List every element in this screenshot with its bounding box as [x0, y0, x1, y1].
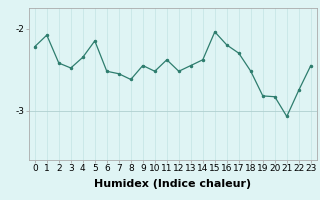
X-axis label: Humidex (Indice chaleur): Humidex (Indice chaleur)	[94, 179, 252, 189]
